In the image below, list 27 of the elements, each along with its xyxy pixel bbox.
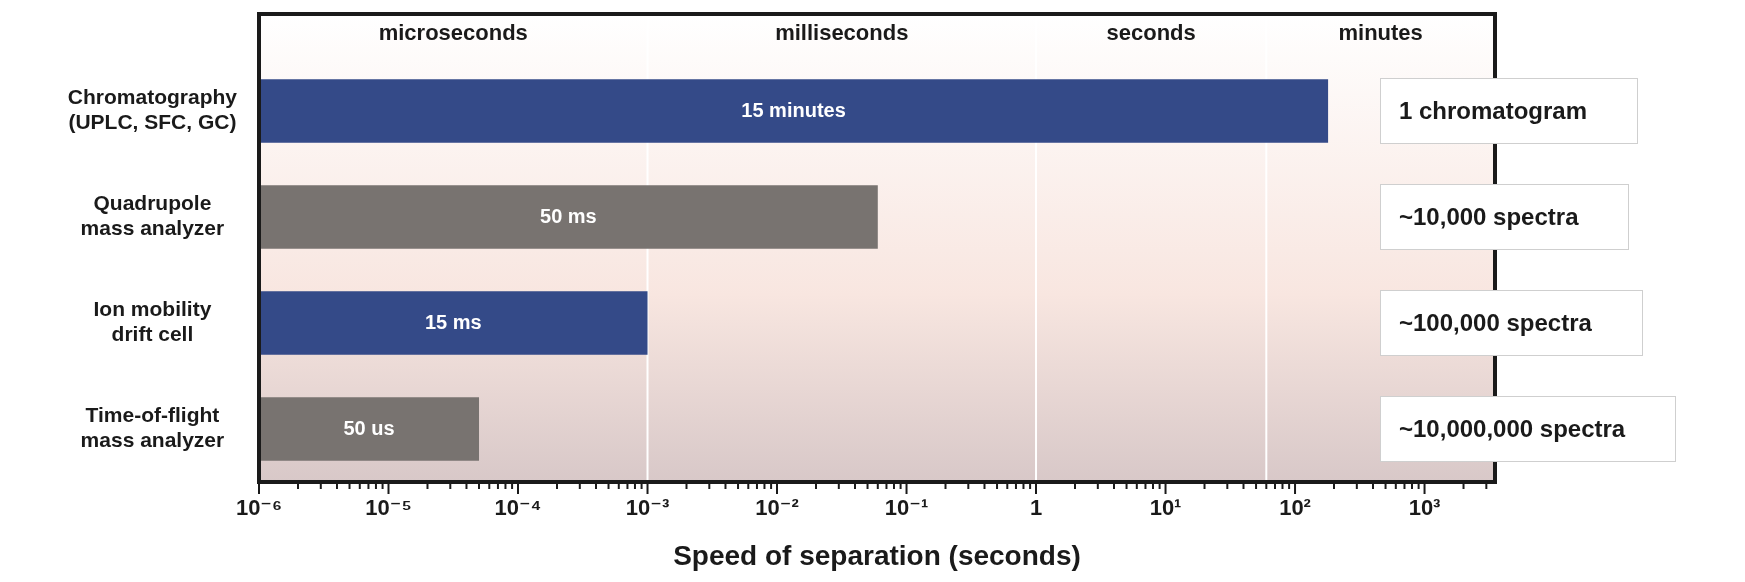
annotation: seconds (1106, 20, 1196, 46)
label-box: 1 chromatogram (1380, 78, 1639, 144)
annotation: 50 ms (540, 204, 597, 227)
x-tick-label: 10⁻³ (625, 495, 670, 521)
y-tick-label: Quadrupole mass analyzer (80, 191, 225, 240)
annotation: microseconds (378, 20, 528, 46)
y-tick-label: Time-of-flight mass analyzer (80, 403, 225, 452)
x-tick-label: 10⁻⁶ (235, 495, 283, 521)
x-tick-label: 10¹ (1149, 495, 1182, 521)
y-tick-label: Chromatography (UPLC, SFC, GC) (67, 85, 238, 134)
annotation: milliseconds (775, 20, 909, 46)
annotation: minutes (1338, 20, 1423, 46)
x-tick-label: 10⁻¹ (884, 495, 929, 521)
x-tick-label: 10⁻² (755, 495, 799, 521)
x-tick-label: 1 (1029, 495, 1043, 521)
x-axis-title: Speed of separation (seconds) (673, 539, 1081, 571)
annotation: 50 us (343, 416, 395, 439)
x-tick-label: 10⁻⁴ (494, 495, 542, 521)
label-box: ~10,000,000 spectra (1380, 396, 1677, 462)
label-box: ~100,000 spectra (1380, 290, 1643, 356)
annotation: 15 ms (424, 310, 482, 333)
annotation: 15 minutes (741, 98, 846, 121)
x-tick-label: 10³ (1408, 495, 1441, 521)
x-tick-label: 10² (1279, 495, 1311, 521)
x-tick-label: 10⁻⁵ (365, 495, 412, 521)
label-box: ~10,000 spectra (1380, 184, 1630, 250)
y-tick-label: Ion mobility drift cell (93, 297, 212, 346)
